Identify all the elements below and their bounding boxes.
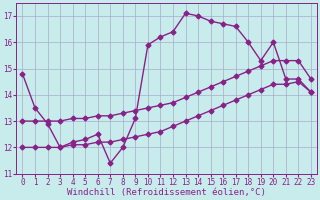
X-axis label: Windchill (Refroidissement éolien,°C): Windchill (Refroidissement éolien,°C) bbox=[67, 188, 266, 197]
